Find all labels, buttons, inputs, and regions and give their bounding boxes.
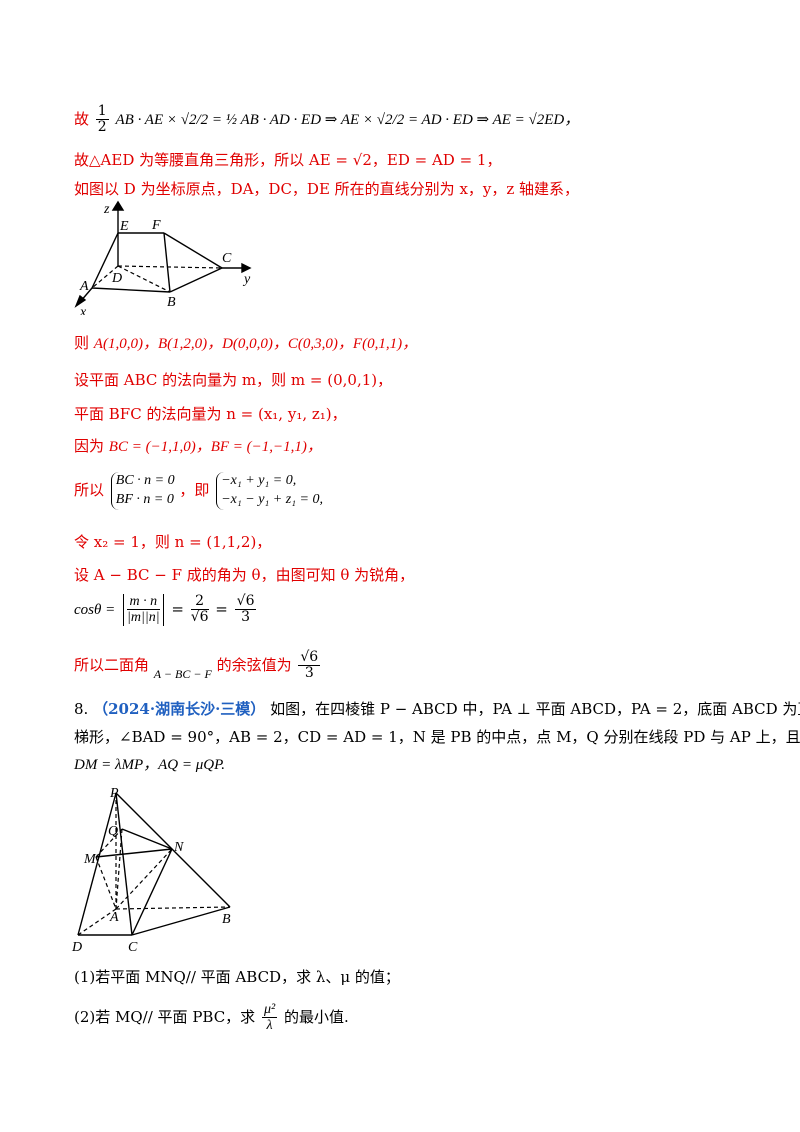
point-label-A: A [109,910,119,925]
point-label-C: C [222,251,232,266]
point-label-D: D [71,940,82,955]
point-label-A: A [79,279,89,294]
axis-label-z: z [103,202,110,217]
point-label-D: D [111,271,122,286]
axis-label-x: x [79,305,87,315]
derivation-line-2: 故△AED 为等腰直角三角形，所以 AE = √2，ED = AD = 1， [74,151,502,169]
question-2: (2)若 MQ// 平面 PBC，求 μ² λ 的最小值. [74,1002,349,1034]
derivation-line-10: 设 A − BC − F 成的角为 θ，由图可知 θ 为锐角， [74,566,415,584]
derivation-line-5: 设平面 ABC 的法向量为 m，则 m = (0,0,1)， [74,371,393,389]
derivation-line-4: 则 A(1,0,0)，B(1,2,0)，D(0,0,0)，C(0,3,0)，F(… [74,334,418,352]
point-label-E: E [119,219,129,234]
problem-source: （2024·湖南长沙·三模） [93,700,266,718]
axis-label-y: y [242,272,251,287]
point-label-Q: Q [108,824,118,839]
point-label-B: B [222,912,231,927]
point-label-B: B [167,295,176,310]
vector-system: BC · n = 0 BF · n = 0 [110,472,175,510]
point-label-M: M [83,852,97,867]
point-label-F: F [151,218,161,233]
derivation-line-3: 如图以 D 为坐标原点，DA，DC，DE 所在的直线分别为 x，y，z 轴建系， [74,180,580,198]
figure-2-pyramid: P Q M N A B C D [71,786,231,955]
derivation-line-9: 令 x₂ = 1，则 n = (1,1,2)， [74,533,272,551]
question-1: (1)若平面 MNQ// 平面 ABCD，求 λ、μ 的值； [74,968,400,986]
problem-8-line-1: 8. （2024·湖南长沙·三模） 如图，在四棱锥 P − ABCD 中，PA … [74,700,800,718]
point-label-N: N [173,840,184,855]
derivation-line-7: 因为 BC = (−1,1,0)，BF = (−1,−1,1)， [74,437,322,455]
derivation-line-8: 所以 BC · n = 0 BF · n = 0 ，即 −x₁ + y₁ = 0… [74,472,323,510]
derivation-line-6: 平面 BFC 的法向量为 n = (x₁, y₁, z₁)， [74,405,347,423]
derivation-line-12: 所以二面角 A − BC − F 的余弦值为 √6 3 [74,649,321,682]
equation-system: −x₁ + y₁ = 0, −x₁ − y₁ + z₁ = 0, [216,472,323,510]
derivation-line-11: cosθ = m · n |m||n| = 2 √6 = √6 3 [74,593,257,626]
point-label-C: C [128,940,138,955]
problem-8-line-2: 梯形，∠BAD = 90°，AB = 2，CD = AD = 1，N 是 PB … [74,728,800,746]
point-label-P: P [109,786,119,801]
problem-8-line-3: DM = λMP，AQ = μQP. [74,757,226,773]
figure-1-prism: z E F C y D A B x [74,200,252,315]
